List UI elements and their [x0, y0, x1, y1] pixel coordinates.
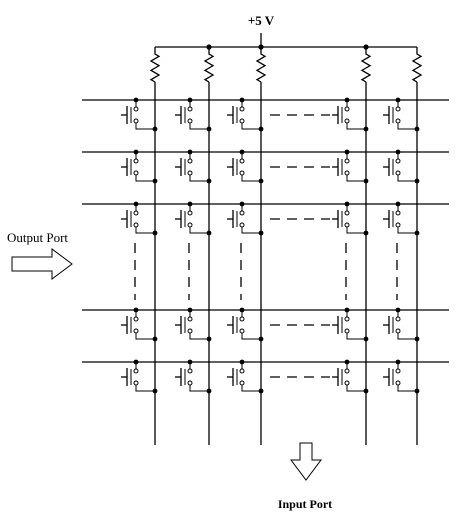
- key-switch: [383, 201, 420, 236]
- key-switch: [227, 149, 264, 184]
- column-lines: [154, 82, 418, 445]
- key-switch: [121, 201, 158, 236]
- pull-up-resistor: [360, 47, 372, 83]
- key-switch: [332, 307, 369, 342]
- key-switch: [175, 149, 212, 184]
- row-lines: [82, 99, 449, 363]
- key-switch: [121, 359, 158, 394]
- key-switch: [121, 97, 158, 132]
- key-switch: [175, 307, 212, 342]
- ellipsis-dashes: [134, 114, 398, 378]
- key-switch: [227, 97, 264, 132]
- pull-up-resistor: [149, 47, 161, 83]
- key-switch: [383, 97, 420, 132]
- key-switch: [121, 149, 158, 184]
- key-switch: [227, 307, 264, 342]
- output-port-label: Output Port: [7, 230, 68, 245]
- pull-up-resistors: [149, 47, 423, 83]
- pull-up-resistor: [203, 47, 215, 83]
- key-switch: [175, 97, 212, 132]
- key-switch: [332, 359, 369, 394]
- key-switch: [383, 307, 420, 342]
- key-switch: [227, 359, 264, 394]
- key-switch: [121, 307, 158, 342]
- output-port-arrow: [11, 248, 73, 280]
- input-port-label: Input Port: [278, 497, 332, 511]
- key-switch: [332, 97, 369, 132]
- key-switch: [332, 201, 369, 236]
- key-switch: [383, 149, 420, 184]
- pull-up-resistor: [255, 47, 267, 83]
- key-switch: [175, 359, 212, 394]
- key-switch: [332, 149, 369, 184]
- key-switch: [383, 359, 420, 394]
- input-port-arrow: [290, 442, 322, 481]
- supply-label: +5 V: [248, 13, 275, 28]
- key-switch: [175, 201, 212, 236]
- key-switches: [121, 97, 420, 394]
- pull-up-resistor: [411, 47, 423, 83]
- supply-rail: [155, 33, 417, 50]
- key-switch: [227, 201, 264, 236]
